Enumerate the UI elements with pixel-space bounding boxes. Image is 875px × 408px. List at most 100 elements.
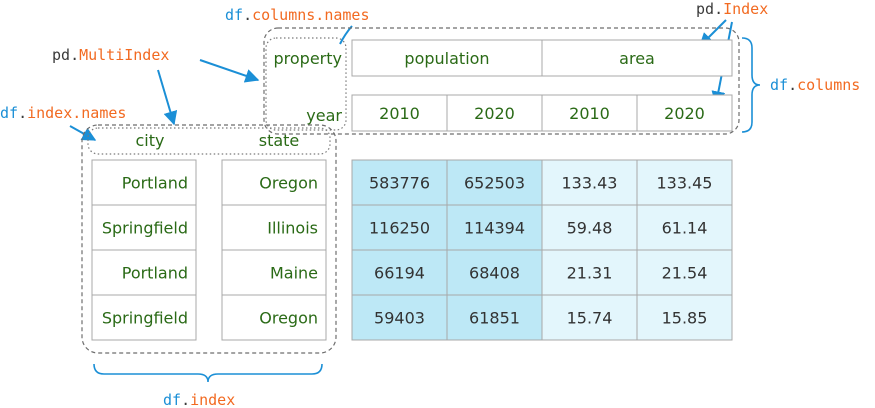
index-state-0-box — [221, 159, 327, 206]
columns-brace — [741, 37, 761, 133]
pd-index-label: pd.Index — [696, 0, 768, 18]
df-index-label: df.index — [163, 391, 235, 408]
index-city-1: Springfield — [91, 204, 197, 251]
index-names-label: df.index.names — [0, 104, 126, 122]
column-header-area-box — [541, 39, 733, 77]
value-cell-3-0: 59403 — [351, 294, 448, 341]
value-cell-0-3: 133.45 — [636, 159, 733, 206]
value-cell-0-1-text: 652503 — [464, 174, 525, 193]
column-header-population-text: population — [404, 49, 489, 68]
value-cell-1-3: 61.14 — [636, 204, 733, 251]
index-state-0: Oregon — [221, 159, 327, 206]
value-cell-2-1: 68408 — [446, 249, 543, 296]
index-name-level0: city — [136, 131, 165, 150]
index-state-1: Illinois — [221, 204, 327, 251]
value-cell-3-0-box — [351, 294, 448, 341]
index-name-level1: state — [259, 131, 300, 150]
multiindex-arrow-columns — [199, 59, 260, 83]
value-cell-0-0: 583776 — [351, 159, 448, 206]
columns-outline — [263, 27, 740, 135]
index-state-2-text: Maine — [270, 264, 318, 283]
index-names-arrow — [69, 125, 97, 141]
value-cell-3-2-text: 15.74 — [567, 309, 613, 328]
column-level1-headers: 2010 2020 2010 2020 — [351, 94, 733, 132]
value-cell-0-1: 652503 — [446, 159, 543, 206]
value-cell-3-2: 15.74 — [541, 294, 638, 341]
index-city-2: Portland — [91, 249, 197, 296]
index-city-1-text: Springfield — [102, 219, 188, 238]
index-city-3-text: Springfield — [102, 309, 188, 328]
value-cell-3-2-box — [541, 294, 638, 341]
column-header-population: population — [351, 39, 543, 77]
columns-names-label: df.columns.names — [225, 6, 370, 24]
index-state-3-box — [221, 294, 327, 341]
value-cell-2-2: 21.31 — [541, 249, 638, 296]
value-cell-2-3: 21.54 — [636, 249, 733, 296]
value-cell-1-1: 114394 — [446, 204, 543, 251]
column-year-3-box — [636, 94, 733, 132]
value-cell-2-0: 66194 — [351, 249, 448, 296]
column-year-0-text: 2010 — [379, 104, 420, 123]
column-name-level1: year — [306, 106, 342, 125]
column-year-1: 2020 — [446, 94, 543, 132]
value-cell-2-3-box — [636, 249, 733, 296]
index-state-2-box — [221, 249, 327, 296]
column-header-population-box — [351, 39, 543, 77]
df-columns-label: df.columns — [770, 76, 860, 94]
index-city-0: Portland — [91, 159, 197, 206]
value-cell-3-1-text: 61851 — [469, 309, 520, 328]
column-year-2-text: 2010 — [569, 104, 610, 123]
value-cell-1-1-text: 114394 — [464, 219, 525, 238]
value-cell-3-0-text: 59403 — [374, 309, 425, 328]
column-year-0-box — [351, 94, 448, 132]
value-cell-2-1-box — [446, 249, 543, 296]
value-cell-1-2-text: 59.48 — [567, 219, 613, 238]
index-state-1-box — [221, 204, 327, 251]
value-cell-3-1: 61851 — [446, 294, 543, 341]
column-year-1-text: 2020 — [474, 104, 515, 123]
index-state-1-text: Illinois — [267, 219, 318, 238]
value-cell-1-0-box — [351, 204, 448, 251]
value-cell-0-0-text: 583776 — [369, 174, 430, 193]
multiindex-arrow-index — [157, 69, 178, 126]
column-year-2-box — [541, 94, 638, 132]
value-cell-2-0-text: 66194 — [374, 264, 425, 283]
index-city-3: Springfield — [91, 294, 197, 341]
multiindex-label: pd.MultiIndex — [52, 46, 169, 64]
index-city-0-box — [91, 159, 197, 206]
index-state-3-text: Oregon — [259, 309, 318, 328]
index-names-outline — [87, 127, 331, 155]
index-state-3: Oregon — [221, 294, 327, 341]
columns-names-pointer — [339, 25, 353, 45]
value-cell-0-3-box — [636, 159, 733, 206]
index-brace — [93, 363, 323, 383]
values-grid: 583776 652503 133.43 133.45 116250 114394 59.4… — [351, 159, 733, 341]
value-cell-2-2-text: 21.31 — [567, 264, 613, 283]
index-city-0-text: Portland — [122, 174, 188, 193]
value-cell-0-2: 133.43 — [541, 159, 638, 206]
column-level0-headers: population area — [351, 39, 733, 77]
index-state-0-text: Oregon — [259, 174, 318, 193]
value-cell-1-1-box — [446, 204, 543, 251]
column-name-level0: property — [274, 49, 343, 68]
value-cell-2-2-box — [541, 249, 638, 296]
column-year-3: 2020 — [636, 94, 733, 132]
index-city-2-box — [91, 249, 197, 296]
value-cell-0-2-text: 133.43 — [562, 174, 618, 193]
value-cell-3-3-text: 15.85 — [662, 309, 708, 328]
value-cell-2-1-text: 68408 — [469, 264, 520, 283]
columns-names-outline — [265, 37, 347, 131]
value-cell-1-0-text: 116250 — [369, 219, 430, 238]
column-year-3-text: 2020 — [664, 104, 705, 123]
index-outline — [81, 124, 337, 354]
index-city-3-box — [91, 294, 197, 341]
value-cell-3-1-box — [446, 294, 543, 341]
column-year-2: 2010 — [541, 94, 638, 132]
index-cells: Portland Oregon Springfield Illinois Portlan… — [91, 159, 327, 341]
value-cell-0-3-text: 133.45 — [657, 174, 713, 193]
column-header-area-text: area — [619, 49, 655, 68]
value-cell-1-3-box — [636, 204, 733, 251]
value-cell-3-3-box — [636, 294, 733, 341]
column-header-area: area — [541, 39, 733, 77]
